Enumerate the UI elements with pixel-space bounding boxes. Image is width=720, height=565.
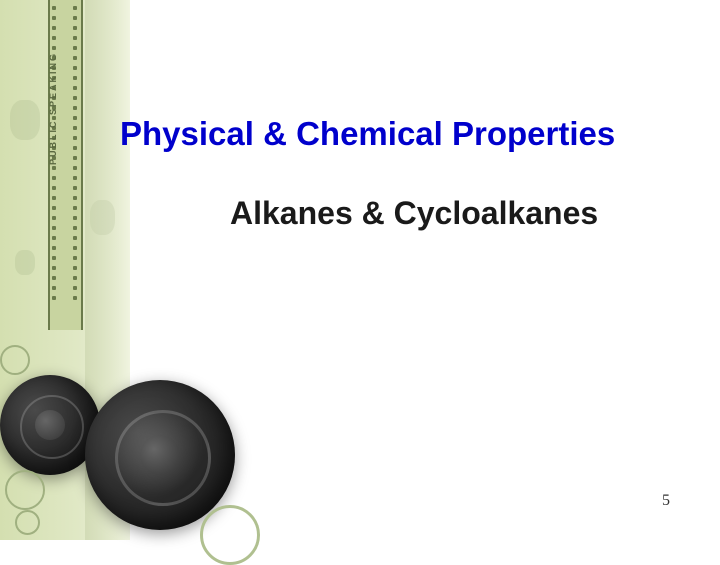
decorative-ring-icon [5,470,45,510]
sidebar-vertical-text: PUBLIC SPEAKING [48,52,58,165]
presentation-slide: PUBLIC SPEAKING Physical & Chemical Prop… [0,0,720,540]
slide-subtitle: Alkanes & Cycloalkanes [230,195,598,232]
slide-main-title: Physical & Chemical Properties [120,115,615,153]
film-strip-decoration [48,0,83,330]
decorative-ring-icon [15,510,40,535]
decorative-ring-icon [0,345,30,375]
page-number: 5 [662,492,670,510]
decorative-ring-icon [200,505,260,565]
speaker-circle-large-icon [85,380,235,530]
